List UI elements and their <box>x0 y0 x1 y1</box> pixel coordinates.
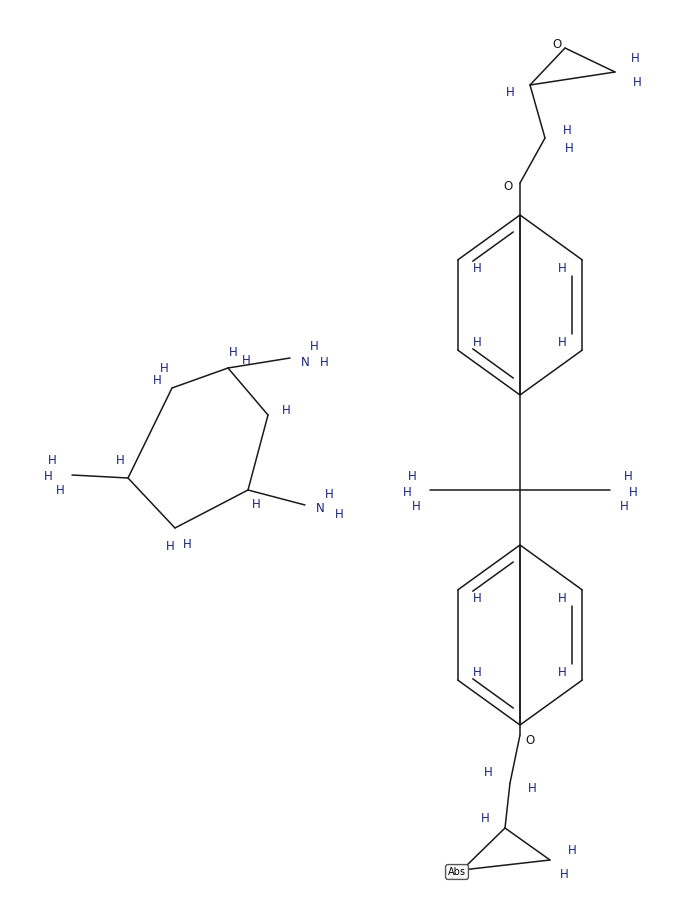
Text: H: H <box>484 767 492 780</box>
Text: O: O <box>503 179 513 192</box>
Text: H: H <box>320 356 329 369</box>
Text: H: H <box>335 509 344 522</box>
Text: H: H <box>629 486 637 499</box>
Text: H: H <box>558 665 567 679</box>
Text: O: O <box>552 38 562 51</box>
Text: H: H <box>56 485 65 498</box>
Text: H: H <box>282 404 290 416</box>
Text: H: H <box>558 591 567 605</box>
Text: H: H <box>473 591 482 605</box>
Text: N: N <box>315 501 324 514</box>
Text: H: H <box>159 361 168 374</box>
Text: H: H <box>242 353 251 367</box>
Text: H: H <box>251 499 260 511</box>
Text: H: H <box>560 867 569 880</box>
Text: H: H <box>633 76 642 89</box>
Text: N: N <box>300 356 309 369</box>
Text: H: H <box>408 469 416 482</box>
Text: H: H <box>505 87 514 100</box>
Text: H: H <box>558 336 567 349</box>
Text: H: H <box>473 665 482 679</box>
Text: H: H <box>565 142 573 155</box>
Text: H: H <box>473 262 482 274</box>
Text: H: H <box>624 469 633 482</box>
Text: H: H <box>558 262 567 274</box>
Text: H: H <box>411 500 420 512</box>
Text: H: H <box>116 454 125 467</box>
Text: H: H <box>183 537 191 551</box>
Text: H: H <box>310 339 319 352</box>
Text: H: H <box>325 489 334 501</box>
Text: H: H <box>481 812 490 824</box>
Text: H: H <box>44 470 52 483</box>
Text: H: H <box>48 455 57 468</box>
Text: H: H <box>165 540 174 553</box>
Text: H: H <box>620 500 629 512</box>
Text: H: H <box>568 844 576 856</box>
Text: O: O <box>525 734 535 747</box>
Text: H: H <box>229 346 238 359</box>
Text: Abs: Abs <box>448 867 466 877</box>
Text: H: H <box>528 781 537 794</box>
Text: H: H <box>153 373 161 386</box>
Text: H: H <box>402 486 411 499</box>
Text: H: H <box>631 51 639 64</box>
Text: H: H <box>563 124 571 136</box>
Text: H: H <box>473 336 482 349</box>
